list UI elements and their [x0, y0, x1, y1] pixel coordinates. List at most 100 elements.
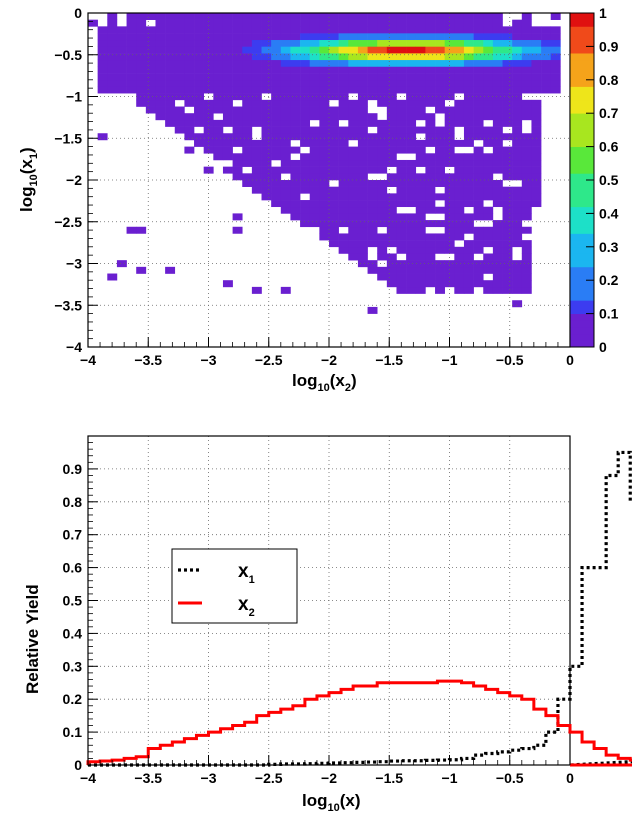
heatmap-cell: [213, 46, 224, 54]
heatmap-cell: [319, 99, 330, 107]
heatmap-cell: [319, 186, 330, 194]
heatmap-cell: [280, 153, 291, 161]
heatmap-cell: [483, 226, 494, 234]
heatmap-cell: [415, 153, 426, 161]
heatmap-cell: [116, 26, 127, 34]
heatmap-cell: [483, 19, 494, 27]
heatmap-cell: [348, 19, 359, 27]
heatmap-cell: [319, 106, 330, 114]
histogram-grid: [88, 436, 570, 765]
heatmap-cell: [531, 133, 542, 141]
heatmap-cell: [386, 53, 397, 61]
heatmap-cell: [492, 180, 503, 187]
heatmap-cell: [319, 153, 330, 161]
heatmap-cell: [309, 200, 320, 208]
heatmap-cell: [97, 79, 108, 87]
heatmap-cell: [357, 79, 368, 87]
legend: x1 x2: [171, 548, 298, 624]
heatmap-cell: [194, 53, 204, 61]
heatmap-cell: [531, 39, 542, 47]
heatmap-cell: [222, 139, 233, 147]
heatmap-cell: [338, 79, 349, 87]
heatmap-cell: [473, 39, 484, 47]
heatmap-cell: [483, 139, 494, 147]
heatmap-cell: [425, 46, 436, 54]
heatmap-cell: [232, 13, 243, 20]
heatmap-cell: [512, 226, 523, 234]
heatmap-cell: [406, 13, 417, 20]
heatmap-cell: [136, 226, 147, 234]
heatmap-cell: [338, 146, 349, 154]
heatmap-cell: [406, 39, 417, 47]
heatmap-cell: [348, 53, 359, 61]
heatmap-cell: [319, 133, 330, 141]
x-tick-label: −1: [442, 352, 458, 368]
heatmap-cell: [531, 119, 542, 127]
heatmap-cell: [348, 133, 359, 141]
heatmap-cell: [396, 13, 407, 20]
color-scale-segment: [570, 333, 594, 341]
heatmap-cell: [512, 73, 523, 81]
heatmap-cell: [367, 73, 378, 81]
heatmap-cell: [242, 139, 253, 147]
heatmap-cell: [444, 213, 455, 221]
heatmap-cell: [425, 246, 436, 254]
heatmap-cell: [406, 106, 417, 114]
heatmap-cell: [483, 159, 494, 167]
heatmap-cell: [300, 153, 311, 161]
heatmap-cell: [367, 206, 378, 214]
heatmap-cell: [213, 26, 224, 34]
heatmap-cell: [435, 233, 445, 241]
heatmap-cell: [454, 166, 465, 174]
heatmap-cell: [521, 113, 532, 121]
heatmap-cell: [415, 66, 426, 74]
color-scale-tick-label: 0.4: [599, 205, 619, 221]
heatmap-cell: [406, 173, 417, 181]
histogram-x-ticks: −4 −3.5 −3 −2.5 −2 −1.5 −1 −0.5 0: [80, 755, 574, 786]
heatmap-cell: [357, 13, 368, 20]
heatmap-cell: [242, 39, 253, 47]
color-scale-segment: [570, 133, 594, 141]
heatmap-cell: [213, 59, 224, 67]
heatmap-cell: [473, 86, 484, 94]
y-tick-label: −0.5: [54, 47, 82, 63]
heatmap-cell: [348, 240, 359, 248]
heatmap-cell: [357, 260, 368, 268]
heatmap-cell: [396, 59, 407, 67]
heatmap-cell: [492, 193, 503, 201]
heatmap-cell: [454, 39, 465, 47]
heatmap-cell: [425, 186, 436, 194]
heatmap-cell: [377, 206, 388, 214]
heatmap-cell: [463, 126, 474, 134]
heatmap-cell: [415, 139, 426, 147]
heatmap-cell: [502, 253, 513, 261]
heatmap-cell: [463, 33, 474, 41]
heatmap-cell: [329, 33, 339, 41]
heatmap-cell: [473, 59, 484, 67]
heatmap-cell: [367, 53, 378, 61]
heatmap-cell: [512, 153, 523, 161]
color-scale-tick-label: 0.5: [599, 172, 619, 188]
heatmap-cell: [473, 53, 484, 61]
heatmap-cell: [357, 153, 368, 161]
heatmap-cell: [357, 226, 368, 234]
heatmap-cell: [473, 233, 484, 241]
heatmap-cell: [145, 53, 156, 61]
heatmap-cell: [396, 126, 407, 134]
heatmap-cell: [463, 220, 474, 228]
heatmap-cell: [406, 193, 417, 201]
heatmap-cell: [203, 139, 214, 147]
heatmap-cell: [261, 53, 272, 61]
heatmap-cell: [232, 159, 243, 167]
heatmap-cell: [483, 173, 494, 181]
heatmap-cell: [502, 286, 513, 294]
heatmap-cell: [531, 166, 542, 174]
heatmap-cell: [165, 86, 176, 94]
heatmap-cell: [425, 59, 436, 67]
heatmap-cell: [492, 200, 503, 208]
heatmap-cell: [415, 253, 426, 261]
heatmap-cell: [213, 99, 224, 107]
heatmap-cell: [145, 79, 156, 87]
heatmap-cell: [502, 153, 513, 161]
heatmap-cell: [300, 93, 311, 101]
